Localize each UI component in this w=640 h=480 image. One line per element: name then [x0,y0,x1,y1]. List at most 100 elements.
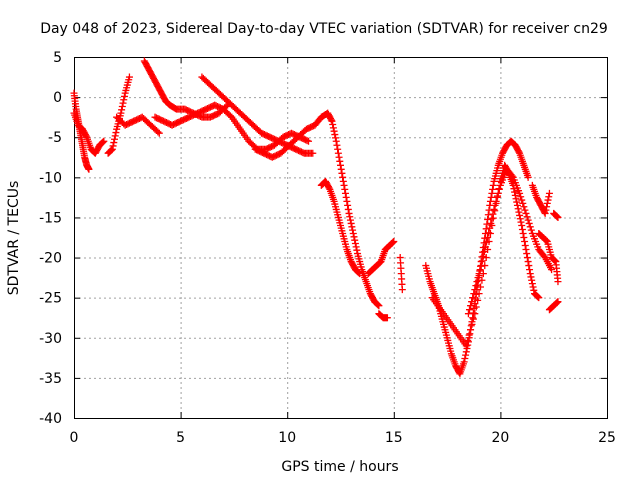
data-point-plus [331,131,339,139]
plot-frame [74,57,608,419]
y-axis-label: SDTVAR / TECUs [6,181,22,296]
data-point-plus [109,142,117,150]
data-point-plus [333,141,341,149]
data-point-plus [553,213,561,221]
y-tick-label: -30 [39,331,62,347]
series-satellite-track-7 [198,73,317,157]
data-point-plus [525,219,533,227]
data-point-plus [332,137,340,145]
data-point-plus [487,193,495,201]
data-point-plus [542,236,550,244]
x-tick-label: 10 [278,430,296,446]
data-point-plus [107,147,115,155]
series-satellite-track-6 [151,101,313,153]
data-point-plus [344,201,352,209]
data-point-plus [328,117,336,125]
data-point-plus [485,229,493,237]
y-tick-label: -40 [39,411,62,427]
data-point-plus [349,226,357,234]
data-point-plus [520,203,528,211]
data-point-plus [533,292,541,300]
data-point-plus [488,189,496,197]
data-point-plus [554,278,562,286]
data-point-plus [508,172,516,180]
data-point-plus [523,254,531,262]
data-point-plus [554,298,562,306]
data-point-plus [517,218,525,226]
data-point-plus [529,283,537,291]
data-point-plus [473,278,481,286]
data-point-plus [483,220,491,228]
data-point-plus [471,310,479,318]
data-point-plus [462,351,470,359]
data-point-plus [356,270,364,278]
data-point-plus [467,322,475,330]
data-point-plus [465,331,473,339]
data-point-plus [517,193,525,201]
y-tick-label: -10 [39,170,62,186]
x-tick-label: 25 [598,430,616,446]
data-point-plus [551,257,559,265]
data-point-plus [329,124,337,132]
data-point-plus [346,213,354,221]
series-satellite-track-18 [545,298,562,314]
data-point-plus [487,219,495,227]
data-point-plus [523,213,531,221]
data-point-plus [526,270,534,278]
data-point-plus [530,286,538,294]
data-point-plus [339,173,347,181]
data-point-plus [541,209,549,217]
axis-ticks: 0 5 10 15 20 25 5 0 -5 -10 -15 -20 -25 -30 -35 -40 [39,50,616,446]
data-point-plus [118,106,126,114]
data-point-plus [341,189,349,197]
data-point-plus [470,290,478,298]
series-satellite-track-16 [528,181,553,217]
data-point-plus [516,211,524,219]
data-point-plus [111,135,119,143]
data-point-plus [375,302,383,310]
data-points [70,57,562,378]
data-point-plus [512,195,520,203]
data-point-plus [477,262,485,270]
data-point-plus [468,320,476,328]
data-point-plus [550,256,558,264]
data-point-plus [353,246,361,254]
data-point-plus [120,96,128,104]
y-tick-label: -20 [39,251,62,267]
data-point-plus [521,238,529,246]
data-point-plus [543,203,551,211]
data-point-plus [522,209,530,217]
data-point-plus [351,236,359,244]
series-satellite-track-9 [317,177,364,278]
data-point-plus [526,266,534,274]
data-point-plus [352,243,360,251]
data-point-plus [112,129,120,137]
series-satellite-track-11 [375,310,391,322]
data-point-plus [389,238,397,246]
data-point-plus [471,286,479,294]
data-point-plus [490,205,498,213]
data-point-plus [466,330,474,338]
data-point-plus [469,309,477,317]
data-point-plus [338,169,346,177]
data-point-plus [542,206,550,214]
data-point-plus [472,282,480,290]
data-point-plus [339,177,347,185]
y-tick-label: 0 [53,90,62,106]
data-point-plus [526,223,534,231]
data-point-plus [515,208,523,216]
data-point-plus [485,206,493,214]
data-point-plus [520,234,528,241]
y-tick-label: -5 [48,130,62,146]
data-point-plus [518,196,526,204]
data-point-plus [346,216,354,224]
data-point-plus [462,348,470,356]
data-point-plus [524,216,532,224]
data-point-plus [340,181,348,189]
data-point-plus [489,185,497,193]
data-point-plus [334,145,342,153]
data-point-plus [355,269,363,277]
data-point-plus [478,257,486,265]
data-point-plus [476,266,484,274]
